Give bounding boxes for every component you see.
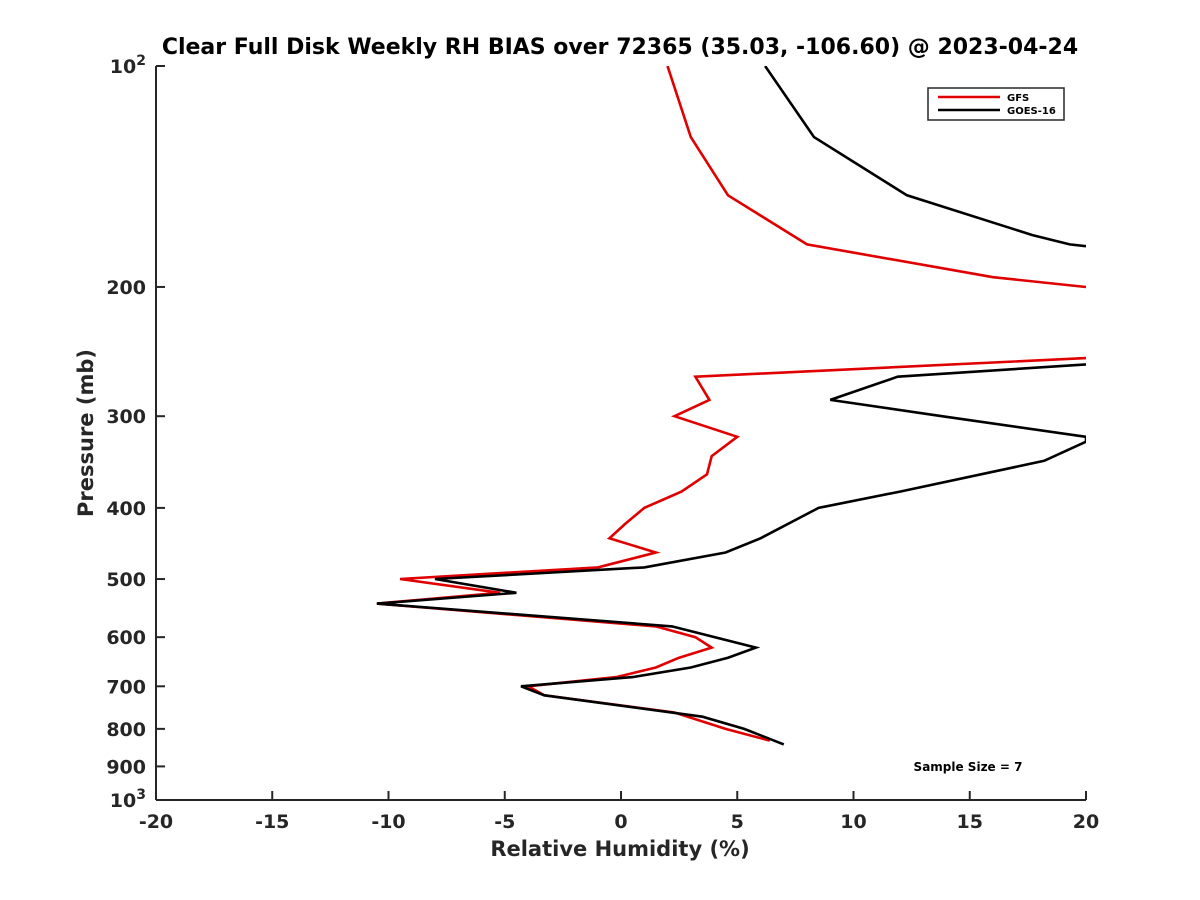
y-tick-label: 900 <box>106 756 146 778</box>
x-tick-label: -10 <box>371 811 405 833</box>
y-axis-label: Pressure (mb) <box>74 349 98 517</box>
axes: -20 -15 -10 -5 0 5 10 15 20 102 200 300 400 500 600 700… <box>106 53 1099 833</box>
series-line-goes-16-segment-1 <box>764 66 1086 248</box>
y-tick-label: 400 <box>106 498 146 520</box>
y-tick-label: 102 <box>110 53 146 78</box>
x-tick-label: 20 <box>1073 811 1099 833</box>
x-tick-label: -20 <box>139 811 173 833</box>
y-tick-label: 800 <box>106 719 146 741</box>
x-tick-label: 15 <box>957 811 983 833</box>
chart-title: Clear Full Disk Weekly RH BIAS over 7236… <box>162 35 1078 60</box>
series-line-gfs-segment-1 <box>666 66 1086 289</box>
series-line-goes-16-segment-2 <box>376 363 1086 746</box>
x-tick-label: 10 <box>840 811 866 833</box>
legend-label-goes-16: GOES-16 <box>1007 106 1056 117</box>
y-tick-label: 700 <box>106 676 146 698</box>
x-tick-label: 5 <box>731 811 744 833</box>
legend-label-gfs: GFS <box>1007 93 1029 104</box>
legend: GFS GOES-16 <box>927 87 1065 121</box>
y-tick-label: 200 <box>106 277 146 299</box>
x-axis-label: Relative Humidity (%) <box>490 837 749 861</box>
sample-size-annotation: Sample Size = 7 <box>914 760 1023 774</box>
x-tick-label: -5 <box>494 811 515 833</box>
legend-box <box>927 87 1065 121</box>
y-tick-label: 500 <box>106 569 146 591</box>
y-tick-label: 600 <box>106 627 146 649</box>
plot-area <box>376 66 1086 746</box>
x-tick-label: 0 <box>614 811 627 833</box>
y-tick-label: 103 <box>110 787 146 812</box>
x-tick-label: -15 <box>255 811 289 833</box>
y-tick-label: 300 <box>106 406 146 428</box>
